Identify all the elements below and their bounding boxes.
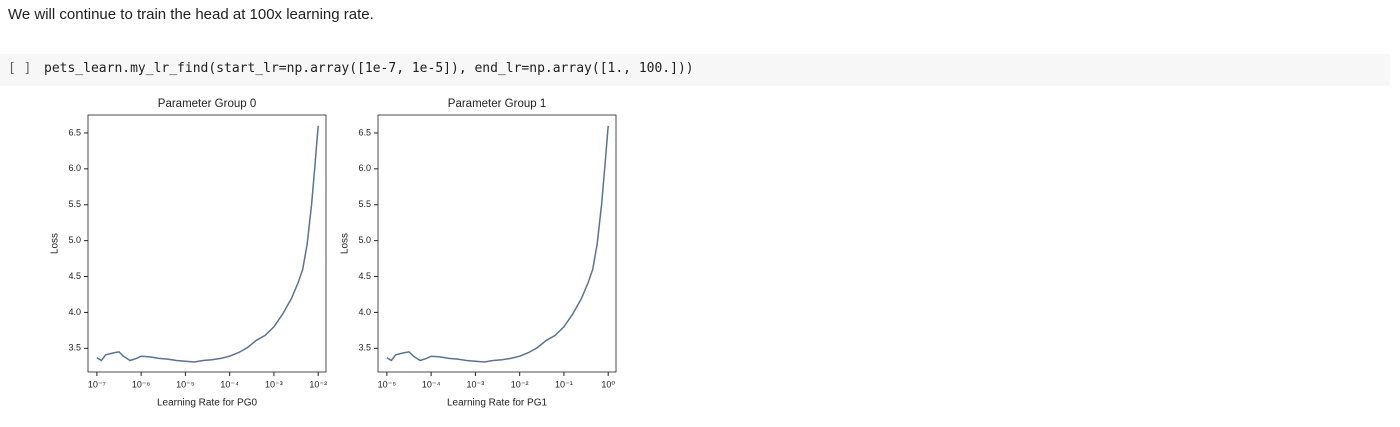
x-tick-label: 10⁻⁴: [220, 379, 239, 389]
plot-frame: [87, 114, 327, 373]
y-tick-label: 6.0: [68, 163, 81, 173]
x-tick-label: 10⁰: [601, 379, 615, 389]
x-tick-label: 10⁻³: [265, 379, 283, 389]
x-tick-label: 10⁻¹: [555, 379, 573, 389]
y-tick-label: 3.5: [68, 343, 81, 353]
y-axis-label: Loss: [50, 233, 61, 254]
intro-text: We will continue to train the head at 10…: [8, 6, 374, 23]
x-tick-label: 10⁻⁴: [422, 379, 441, 389]
x-tick-label: 10⁻⁶: [132, 379, 151, 389]
x-tick-label: 10⁻³: [467, 379, 485, 389]
loss-line: [96, 125, 319, 363]
x-axis-label: Learning Rate for PG1: [447, 398, 547, 409]
x-tick-label: 10⁻²: [511, 379, 529, 389]
y-tick-label: 4.0: [358, 307, 371, 317]
y-tick-label: 6.5: [68, 127, 81, 137]
x-tick-label: 10⁻⁷: [88, 379, 106, 389]
y-tick-label: 4.5: [358, 271, 371, 281]
y-tick-label: 6.5: [358, 127, 371, 137]
loss-line: [386, 125, 609, 363]
y-tick-label: 4.0: [68, 307, 81, 317]
chart-title: Parameter Group 1: [448, 98, 546, 110]
y-tick-label: 5.5: [358, 199, 371, 209]
y-tick-label: 3.5: [358, 343, 371, 353]
x-axis-label: Learning Rate for PG0: [157, 398, 257, 409]
y-tick-label: 6.0: [358, 163, 371, 173]
plot-frame: [377, 114, 617, 373]
y-tick-label: 5.0: [358, 235, 371, 245]
y-tick-label: 5.5: [68, 199, 81, 209]
y-axis-label: Loss: [340, 233, 351, 254]
chart-title: Parameter Group 0: [158, 98, 256, 110]
x-tick-label: 10⁻²: [309, 379, 327, 389]
code-cell: [ ] pets_learn.my_lr_find(start_lr=np.ar…: [0, 54, 1390, 86]
code-line: pets_learn.my_lr_find(start_lr=np.array(…: [44, 61, 694, 76]
x-tick-label: 10⁻⁵: [378, 379, 397, 389]
x-tick-label: 10⁻⁵: [176, 379, 195, 389]
run-button[interactable]: [ ]: [8, 61, 32, 76]
y-tick-label: 4.5: [68, 271, 81, 281]
y-tick-label: 5.0: [68, 235, 81, 245]
